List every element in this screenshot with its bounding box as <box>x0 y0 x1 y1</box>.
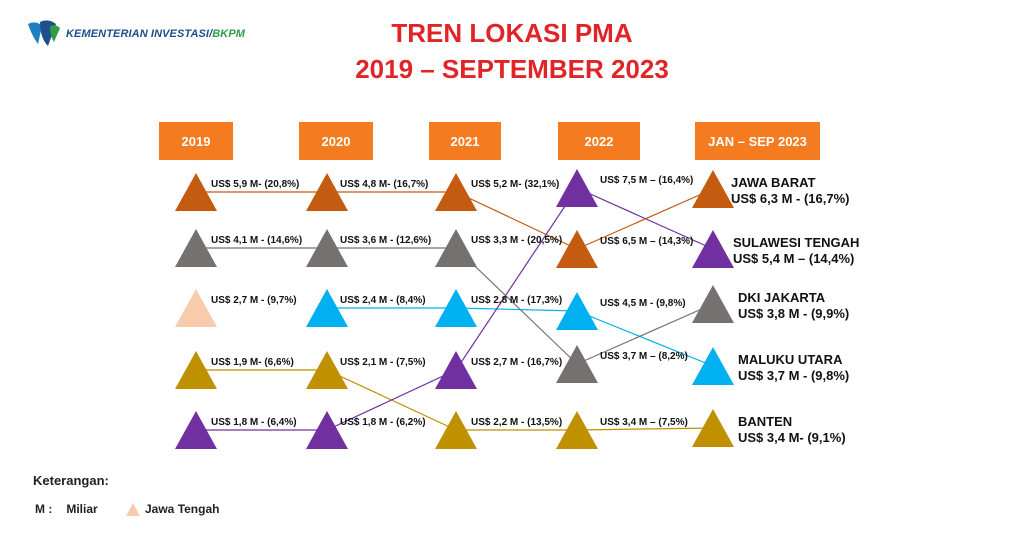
province-value: US$ 3,7 M - (9,8%) <box>738 368 850 383</box>
triangle-banten-2023 <box>692 409 734 447</box>
legend-title: Keterangan: <box>33 473 109 488</box>
triangle-banten-2022 <box>556 411 598 449</box>
triangle-sulawesi-tengah-2021 <box>435 351 477 389</box>
value-label-jawa-tengah-2019: US$ 2,7 M - (9,7%) <box>211 295 297 306</box>
trend-line-banten-2022 <box>576 427 714 431</box>
value-label-banten-2019: US$ 1,9 M- (6,6%) <box>211 357 294 368</box>
value-label-banten-2020: US$ 2,1 M - (7,5%) <box>340 357 426 368</box>
province-name: DKI JAKARTA <box>738 290 826 305</box>
final-label-maluku-utara: MALUKU UTARA US$ 3,7 M - (9,8%) <box>738 352 849 384</box>
value-label-jawa-barat-2021: US$ 5,2 M- (32,1%) <box>471 179 560 190</box>
final-label-jawa-barat: JAWA BARAT US$ 6,3 M - (16,7%) <box>731 175 850 207</box>
final-label-dki-jakarta: DKI JAKARTA US$ 3,8 M - (9,9%) <box>738 290 849 322</box>
year-header-2021: 2021 <box>429 122 501 160</box>
triangle-dki-jakarta-2023 <box>692 285 734 323</box>
trend-line-sulawesi-tengah-2020 <box>326 369 457 431</box>
triangle-banten-2020 <box>306 351 348 389</box>
trend-line-maluku-utara-2022 <box>576 310 714 367</box>
province-value: US$ 3,8 M - (9,9%) <box>738 306 850 321</box>
province-value: US$ 5,4 M – (14,4%) <box>733 251 855 266</box>
value-label-sulawesi-tengah-2019: US$ 1,8 M - (6,4%) <box>211 417 297 428</box>
province-name: SULAWESI TENGAH <box>733 235 860 250</box>
page-subtitle: 2019 – SEPTEMBER 2023 <box>355 54 669 84</box>
triangle-sulawesi-tengah-2020 <box>306 411 348 449</box>
value-label-jawa-barat-2022: US$ 6,5 M – (14,3%) <box>600 236 694 247</box>
bkpm-emblem-icon <box>28 20 60 46</box>
value-label-sulawesi-tengah-2020: US$ 1,8 M - (6,2%) <box>340 417 426 428</box>
triangle-maluku-utara-2020 <box>306 289 348 327</box>
value-label-banten-2022: US$ 3,4 M – (7,5%) <box>600 417 688 428</box>
triangle-icon <box>126 502 140 516</box>
triangle-jawa-barat-2020 <box>306 173 348 211</box>
province-value: US$ 6,3 M - (16,7%) <box>731 191 850 206</box>
province-name: JAWA BARAT <box>731 175 816 190</box>
triangle-dki-jakarta-2022 <box>556 345 598 383</box>
province-name: MALUKU UTARA <box>738 352 843 367</box>
legend-m-definition: M : Miliar <box>35 502 98 516</box>
triangle-sulawesi-tengah-2023 <box>692 230 734 268</box>
value-label-maluku-utara-2022: US$ 4,5 M - (9,8%) <box>600 298 686 309</box>
trend-line-jawa-barat-2021 <box>455 191 578 250</box>
ministry-logo: KEMENTERIAN INVESTASI/BKPM <box>26 18 245 50</box>
value-label-dki-jakarta-2022: US$ 3,7 M – (8,2%) <box>600 351 688 362</box>
value-label-maluku-utara-2021: US$ 2,8 M - (17,3%) <box>471 295 563 306</box>
triangle-banten-2019 <box>175 351 217 389</box>
value-label-jawa-barat-2019: US$ 5,9 M- (20,8%) <box>211 179 300 190</box>
year-header-2020: 2020 <box>299 122 373 160</box>
logo-text: KEMENTERIAN INVESTASI/BKPM <box>66 28 246 40</box>
province-value: US$ 3,4 M- (9,1%) <box>738 430 846 445</box>
final-label-sulawesi-tengah: SULAWESI TENGAH US$ 5,4 M – (14,4%) <box>733 235 859 267</box>
trend-line-dki-jakarta-2021 <box>455 247 578 365</box>
value-label-dki-jakarta-2019: US$ 4,1 M - (14,6%) <box>211 235 303 246</box>
trend-line-maluku-utara-2021 <box>455 307 578 312</box>
trend-line-jawa-barat-2022 <box>576 188 714 250</box>
triangle-jawa-tengah-2019 <box>175 289 217 327</box>
year-header-2023: JAN – SEP 2023 <box>695 122 820 160</box>
year-header-2022: 2022 <box>558 122 640 160</box>
year-header-2019: 2019 <box>159 122 233 160</box>
triangle-dki-jakarta-2020 <box>306 229 348 267</box>
value-label-jawa-barat-2020: US$ 4,8 M- (16,7%) <box>340 179 429 190</box>
legend-jawa-tengah: Jawa Tengah <box>126 502 219 516</box>
trend-line-sulawesi-tengah-2021 <box>455 187 578 371</box>
value-label-sulawesi-tengah-2021: US$ 2,7 M - (16,7%) <box>471 357 563 368</box>
triangle-sulawesi-tengah-2019 <box>175 411 217 449</box>
page-title: TREN LOKASI PMA <box>391 18 633 48</box>
triangle-maluku-utara-2023 <box>692 347 734 385</box>
triangle-dki-jakarta-2021 <box>435 229 477 267</box>
value-label-dki-jakarta-2020: US$ 3,6 M - (12,6%) <box>340 235 432 246</box>
value-label-banten-2021: US$ 2,2 M - (13,5%) <box>471 417 563 428</box>
value-label-dki-jakarta-2021: US$ 3,3 M - (20,5%) <box>471 235 563 246</box>
triangle-banten-2021 <box>435 411 477 449</box>
triangle-jawa-barat-2019 <box>175 173 217 211</box>
value-label-maluku-utara-2020: US$ 2,4 M - (8,4%) <box>340 295 426 306</box>
trend-line-dki-jakarta-2022 <box>576 303 714 365</box>
triangle-jawa-barat-2023 <box>692 170 734 208</box>
triangle-jawa-barat-2022 <box>556 230 598 268</box>
triangle-dki-jakarta-2019 <box>175 229 217 267</box>
triangle-maluku-utara-2022 <box>556 292 598 330</box>
province-name: BANTEN <box>738 414 793 429</box>
triangle-jawa-barat-2021 <box>435 173 477 211</box>
value-label-sulawesi-tengah-2022: US$ 7,5 M – (16,4%) <box>600 175 694 186</box>
final-label-banten: BANTEN US$ 3,4 M- (9,1%) <box>738 414 846 446</box>
triangle-maluku-utara-2021 <box>435 289 477 327</box>
triangle-sulawesi-tengah-2022 <box>556 169 598 207</box>
